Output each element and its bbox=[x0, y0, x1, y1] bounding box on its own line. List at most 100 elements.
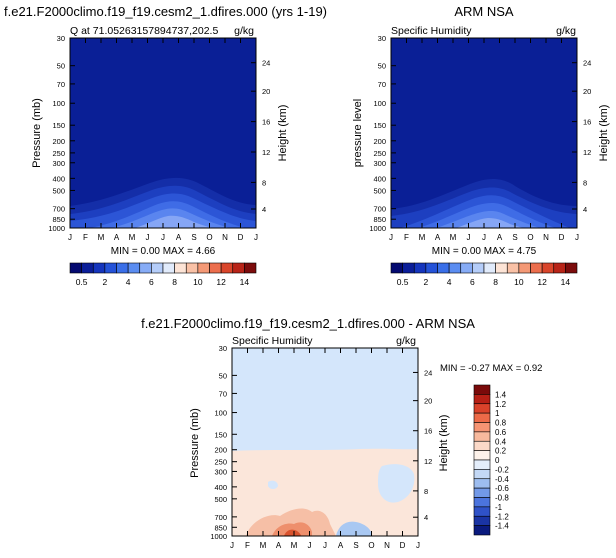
p1-yrtick-label-1: 20 bbox=[262, 87, 270, 96]
p1-xtick-label-1: F bbox=[83, 233, 88, 242]
p3-xtick-label-7: A bbox=[338, 541, 344, 550]
cbar3-swatch-6 bbox=[473, 440, 491, 451]
p3-xtick-label-3: A bbox=[276, 541, 282, 550]
p1-ytick-label-7: 300 bbox=[52, 159, 65, 168]
cbar1-label-1: 2 bbox=[103, 277, 108, 287]
cbar2-label-5: 10 bbox=[514, 277, 524, 287]
p1-xtick-label-10: N bbox=[222, 233, 228, 242]
p3-ytick-label-1: 50 bbox=[219, 371, 227, 380]
p3-xtick-label-10: N bbox=[384, 541, 390, 550]
p3-xtick-label-1: F bbox=[245, 541, 250, 550]
cbar2-swatch-10 bbox=[506, 262, 520, 274]
p1-ytick-label-11: 850 bbox=[52, 215, 65, 224]
cbar3-label-11: -0.8 bbox=[495, 494, 509, 503]
p2-ytick-label-9: 500 bbox=[373, 186, 386, 195]
p3-xtick-label-11: D bbox=[400, 541, 406, 550]
p2-ytick-label-1: 50 bbox=[378, 62, 386, 71]
p3-xtick-label-6: J bbox=[323, 541, 327, 550]
cbar3-swatch-9 bbox=[473, 469, 491, 480]
cbar3-swatch-13 bbox=[473, 506, 491, 517]
cbar1-swatch-11 bbox=[197, 262, 210, 274]
cbar1-swatch-5 bbox=[127, 262, 141, 274]
p2-yrtick-label-1: 20 bbox=[583, 87, 591, 96]
p2-ytick-label-5: 200 bbox=[373, 137, 386, 146]
cbar3-swatch-12 bbox=[473, 497, 491, 508]
p2-ytick-label-8: 400 bbox=[373, 174, 386, 183]
cbar1-swatch-0 bbox=[69, 262, 82, 274]
cbar1-label-7: 14 bbox=[240, 277, 250, 287]
p3-ytick-label-6: 250 bbox=[214, 458, 227, 467]
panel3-contour-neg-small bbox=[268, 480, 278, 489]
p3-ytick-label-3: 100 bbox=[214, 409, 227, 418]
p1-xtick-label-0: J bbox=[68, 233, 72, 242]
cbar3-label-6: 0.2 bbox=[495, 447, 507, 456]
p1-xtick-label-5: J bbox=[146, 233, 150, 242]
p2-xtick-label-5: J bbox=[467, 233, 471, 242]
panel3-contour-pos-1 bbox=[246, 508, 336, 536]
axis-ticks: J F M A M J J A S O N D J305070100150200250300400500… bbox=[48, 34, 591, 550]
cbar3-label-0: 1.4 bbox=[495, 390, 507, 399]
cbar2-swatch-7 bbox=[472, 262, 485, 274]
p1-ytick-label-5: 200 bbox=[52, 137, 65, 146]
cbar3-swatch-3 bbox=[473, 412, 491, 423]
panel3-y-label: Pressure (mb) bbox=[189, 408, 201, 478]
cbar2-swatch-9 bbox=[495, 262, 508, 274]
p3-ytick-label-0: 30 bbox=[219, 344, 227, 353]
p2-yrtick-label-3: 12 bbox=[583, 148, 591, 157]
panel2-variable: Specific Humidity bbox=[391, 25, 472, 37]
panel-obs: ARM NSA Specific Humidity g/kg pressure … bbox=[352, 4, 610, 257]
p2-ytick-label-10: 700 bbox=[373, 205, 386, 214]
cbar1-label-6: 12 bbox=[216, 277, 226, 287]
panel2-contour-5 bbox=[456, 218, 524, 228]
p2-xtick-label-0: J bbox=[389, 233, 393, 242]
p2-yrtick-label-4: 8 bbox=[583, 178, 587, 187]
cbar1-label-0: 0.5 bbox=[76, 277, 88, 287]
cbar1-swatch-1 bbox=[81, 262, 94, 274]
cbar2-label-7: 14 bbox=[561, 277, 571, 287]
p2-ytick-label-0: 30 bbox=[378, 34, 386, 43]
p3-yrtick-label-4: 8 bbox=[424, 487, 428, 496]
cbar3-swatch-4 bbox=[473, 422, 491, 433]
p2-yrtick-label-5: 4 bbox=[583, 205, 587, 214]
p1-xtick-label-8: S bbox=[191, 233, 196, 242]
p2-ytick-label-2: 70 bbox=[378, 80, 386, 89]
panel2-title: ARM NSA bbox=[454, 4, 514, 19]
p1-xtick-label-4: M bbox=[129, 233, 136, 242]
p2-xtick-label-2: M bbox=[419, 233, 426, 242]
cbar1-swatch-14 bbox=[232, 262, 245, 274]
cbar1-swatch-10 bbox=[185, 262, 199, 274]
cbar1-label-5: 10 bbox=[193, 277, 203, 287]
p3-yrtick-label-0: 24 bbox=[424, 368, 432, 377]
cbar2-label-1: 2 bbox=[424, 277, 429, 287]
panel3-contour-neg-2 bbox=[336, 521, 372, 536]
p1-xtick-label-3: A bbox=[114, 233, 120, 242]
p2-ytick-label-7: 300 bbox=[373, 159, 386, 168]
p2-xtick-label-6: J bbox=[482, 233, 486, 242]
p2-xtick-label-12: J bbox=[575, 233, 579, 242]
p3-yrtick-label-5: 4 bbox=[424, 513, 428, 522]
p1-yrtick-label-0: 24 bbox=[262, 59, 270, 68]
panel3-plot bbox=[231, 347, 419, 537]
p1-xtick-label-6: J bbox=[161, 233, 165, 242]
p1-ytick-label-12: 1000 bbox=[48, 224, 65, 233]
p2-xtick-label-10: N bbox=[543, 233, 549, 242]
p3-ytick-label-11: 850 bbox=[214, 523, 227, 532]
p3-ytick-label-7: 300 bbox=[214, 467, 227, 476]
cbar3-swatch-7 bbox=[473, 450, 491, 461]
p3-ytick-label-12: 1000 bbox=[210, 532, 227, 541]
panel1-units: g/kg bbox=[234, 25, 254, 37]
p3-ytick-label-9: 500 bbox=[214, 495, 227, 504]
p1-ytick-label-9: 500 bbox=[52, 186, 65, 195]
p1-ytick-label-0: 30 bbox=[57, 34, 65, 43]
panel1-y-right-label: Height (km) bbox=[277, 105, 289, 162]
cbar3-label-1: 1.2 bbox=[495, 400, 507, 409]
cbar2-swatch-14 bbox=[553, 262, 566, 274]
panel3-variable: Specific Humidity bbox=[232, 335, 313, 347]
p1-ytick-label-2: 70 bbox=[57, 80, 65, 89]
cbar2-swatch-15 bbox=[565, 262, 578, 274]
panel1-plot bbox=[69, 37, 257, 229]
panel3-units: g/kg bbox=[396, 335, 416, 347]
p1-yrtick-label-2: 16 bbox=[262, 118, 270, 127]
p2-ytick-label-3: 100 bbox=[373, 99, 386, 108]
p2-xtick-label-9: O bbox=[527, 233, 533, 242]
